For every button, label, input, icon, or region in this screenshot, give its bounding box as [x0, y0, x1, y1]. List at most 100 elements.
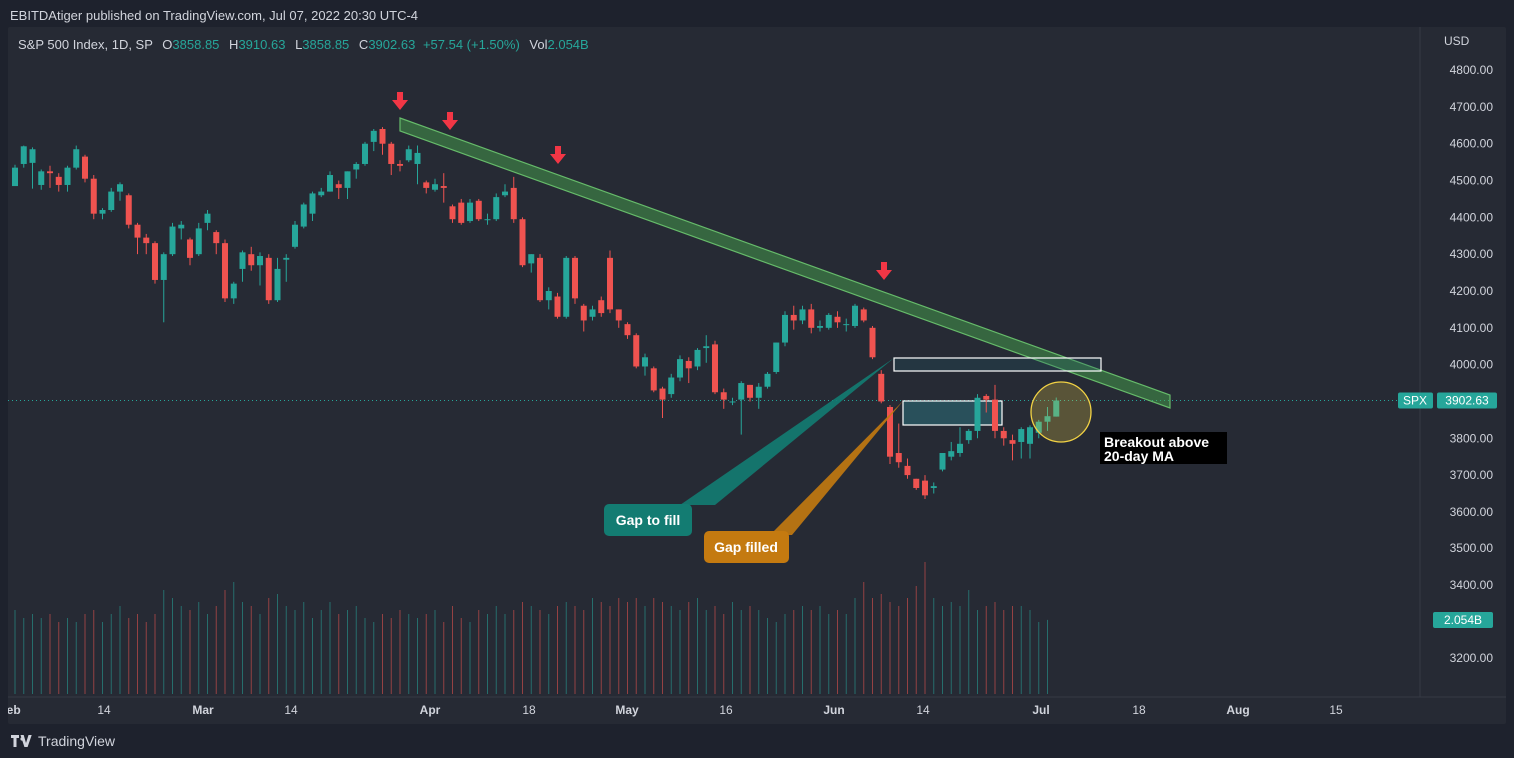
candle-body	[353, 163, 360, 170]
candle-body	[125, 195, 132, 225]
candle-body	[344, 171, 351, 188]
candle-body	[108, 191, 115, 210]
candle-body	[29, 149, 36, 163]
candle-body	[659, 388, 666, 400]
down-arrow-icon[interactable]	[442, 112, 458, 130]
breakout-note-box[interactable]	[1100, 432, 1227, 464]
footer-brand[interactable]: TradingView	[10, 731, 115, 751]
candle-body	[440, 186, 447, 188]
candle-body	[537, 257, 543, 301]
x-tick-label: 14	[916, 703, 930, 717]
candle-body	[458, 202, 465, 223]
candle-body	[12, 167, 18, 187]
x-tick-label: Apr	[420, 703, 441, 717]
candle-body	[668, 377, 675, 395]
candle-body	[195, 228, 202, 255]
candle-body	[642, 357, 648, 367]
candle-body	[712, 344, 718, 393]
price-chart[interactable]: USD 4800.00 4700.00 4600.00 4500.00 4400.00 43…	[8, 27, 1506, 724]
candle-body	[580, 305, 587, 321]
candle-body	[82, 156, 88, 179]
last-price-badge	[1437, 392, 1497, 409]
candle-body	[379, 128, 386, 144]
gap-to-fill-box[interactable]	[893, 357, 1102, 372]
candle-body	[47, 171, 53, 174]
candle-body	[178, 224, 185, 229]
volume-label: Vol	[529, 37, 548, 52]
symbol-title[interactable]: S&P 500 Index, 1D, SP	[18, 37, 153, 52]
x-tick-label: 16	[719, 703, 733, 717]
candle-body	[869, 327, 876, 358]
y-tick-label: 4700.00	[1450, 100, 1494, 114]
open-label: O	[162, 37, 173, 52]
candle-body	[484, 219, 491, 221]
x-tick-label: Aug	[1226, 703, 1249, 717]
candle-body	[720, 392, 727, 400]
candle-body	[843, 324, 850, 326]
candle-body	[397, 163, 403, 166]
candle-body	[703, 346, 710, 349]
candle-body	[825, 314, 832, 328]
candle-body	[99, 209, 106, 214]
candle-body	[117, 184, 123, 192]
down-arrow-icon[interactable]	[550, 146, 566, 164]
candle-body	[510, 187, 517, 220]
candle-body	[817, 325, 823, 328]
candle-body	[939, 453, 946, 470]
candle-body	[773, 342, 780, 373]
candle-body	[467, 202, 473, 222]
y-tick-label: 4400.00	[1450, 210, 1494, 224]
candle-body	[318, 191, 325, 196]
symbol-price-badge	[1398, 392, 1433, 409]
candle-body	[414, 152, 421, 164]
candle-body	[895, 453, 902, 463]
candle-body	[1053, 400, 1060, 417]
x-tick-label: 14	[97, 703, 111, 717]
y-tick-label: 4100.00	[1450, 321, 1494, 335]
candle-body	[64, 167, 71, 185]
candle-body	[528, 254, 535, 264]
low-value: 3858.85	[302, 37, 350, 52]
candle-body	[309, 193, 316, 214]
high-value: 3910.63	[238, 37, 286, 52]
candle-body	[169, 226, 176, 255]
candle-body	[992, 399, 998, 431]
down-arrow-icon[interactable]	[876, 262, 892, 280]
candle-body	[20, 146, 27, 164]
currency-label: USD	[1444, 34, 1470, 48]
candle-body	[974, 397, 981, 431]
candle-body	[248, 254, 255, 266]
candle-body	[423, 182, 430, 188]
candle-body	[685, 360, 692, 369]
candle-body	[134, 224, 141, 238]
candle-body	[55, 176, 62, 185]
candle-body	[160, 254, 167, 280]
candle-body	[834, 316, 841, 323]
candle-body	[257, 256, 263, 266]
candle-body	[274, 268, 281, 301]
gap-filled-box[interactable]	[902, 400, 1003, 426]
publisher-text: EBITDAtiger published on TradingView.com…	[10, 8, 419, 23]
breakout-highlight-circle[interactable]	[1030, 381, 1092, 443]
gap-to-fill-callout[interactable]	[604, 504, 692, 536]
gap-filled-callout[interactable]	[704, 531, 789, 563]
volume-badge-text: 2.054B	[1444, 613, 1482, 627]
x-tick-label: 15	[1329, 703, 1343, 717]
resistance-trend-channel[interactable]	[399, 117, 1171, 409]
candle-body	[362, 143, 368, 164]
down-arrow-icon[interactable]	[392, 92, 408, 110]
candle-body	[948, 451, 955, 457]
candle-body	[887, 406, 893, 457]
candle-body	[694, 349, 701, 367]
x-tick-label: Mar	[192, 703, 214, 717]
low-label: L	[295, 37, 303, 52]
candle-body	[563, 257, 570, 317]
candle-body	[545, 291, 552, 301]
gap-filled-text: Gap filled	[714, 539, 778, 555]
chart-panel[interactable]: USD 4800.00 4700.00 4600.00 4500.00 4400.00 43…	[8, 27, 1506, 724]
candle-body	[1000, 430, 1007, 439]
candle-body	[222, 243, 228, 299]
candle-body	[598, 300, 605, 314]
x-tick-label: 18	[1132, 703, 1146, 717]
candle-body	[747, 384, 753, 398]
